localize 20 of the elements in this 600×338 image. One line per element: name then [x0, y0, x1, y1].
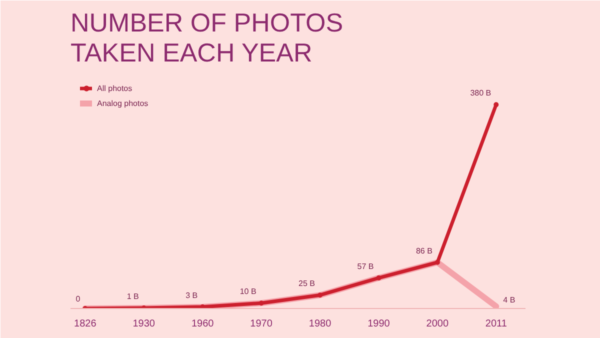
- data-label: 4 B: [503, 295, 516, 304]
- data-label: 25 B: [298, 279, 316, 288]
- data-label: 86 B: [416, 246, 432, 256]
- x-tick-label: 2011: [485, 318, 508, 330]
- x-tick-label: 1826: [74, 318, 97, 330]
- data-label: 10 B: [240, 287, 256, 296]
- x-tick-label: 1960: [191, 318, 214, 330]
- data-label: 1 B: [126, 292, 139, 301]
- data-label: 57 B: [357, 262, 374, 271]
- x-tick-label: 2000: [426, 318, 449, 330]
- x-tick-label: 1970: [250, 318, 273, 330]
- x-tick-label: 1990: [368, 318, 390, 330]
- chart-title: NUMBER OF PHOTOS TAKEN EACH YEAR: [70, 8, 344, 68]
- data-label: 3 B: [186, 290, 198, 300]
- legend-label: Analog photos: [97, 98, 148, 108]
- data-label: 380 B: [470, 88, 492, 98]
- x-tick-label: 1930: [132, 318, 156, 330]
- legend-label: All photos: [97, 84, 132, 92]
- x-tick-label: 1980: [308, 318, 332, 330]
- data-label: 0: [76, 294, 81, 304]
